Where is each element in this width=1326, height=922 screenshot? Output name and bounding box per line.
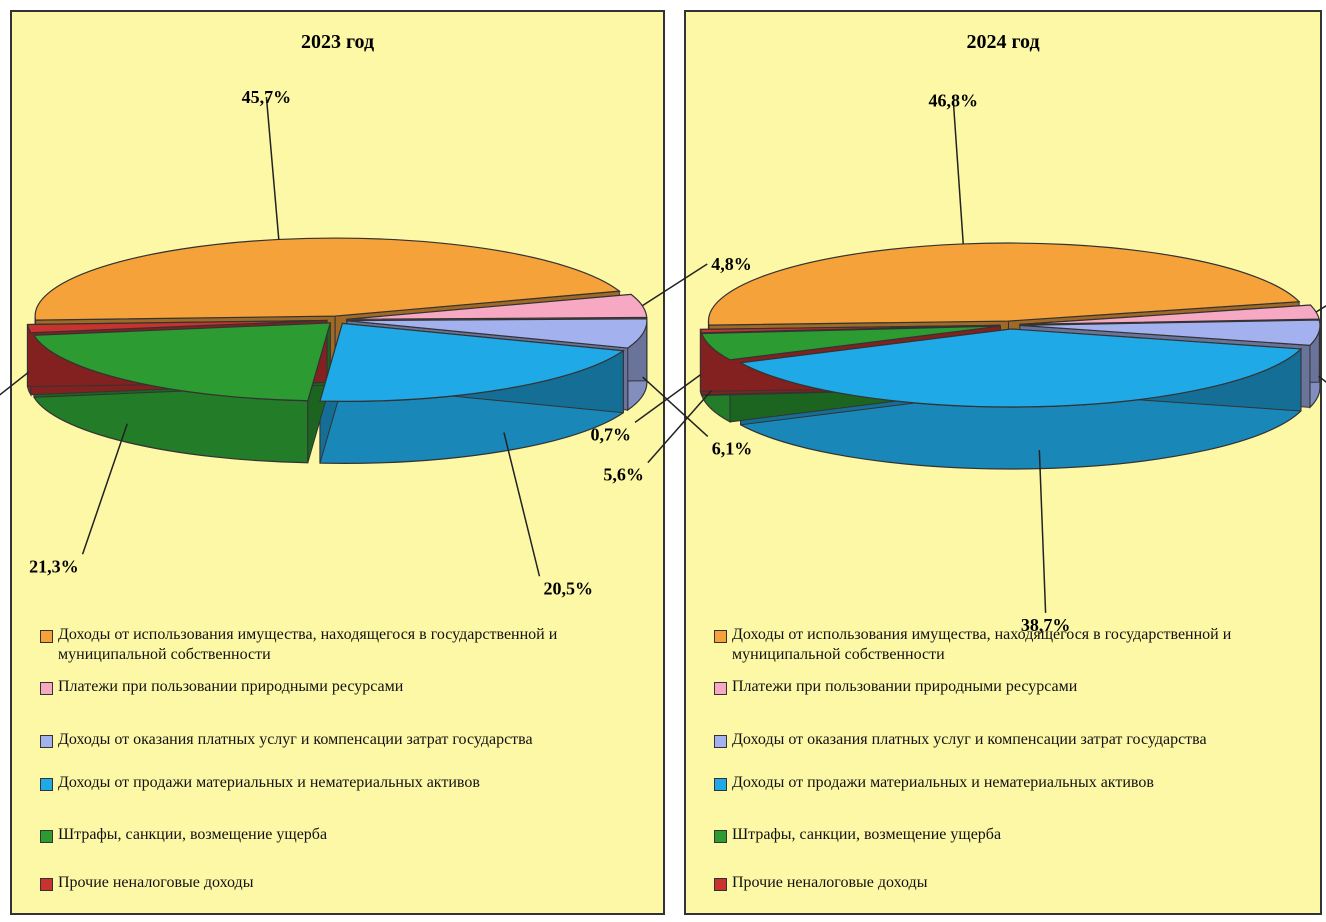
legend-swatch [40,778,53,791]
legend-swatch [714,682,727,695]
data-label: 45,7% [242,87,292,107]
legend-swatch [40,735,53,748]
legend-swatch [714,830,727,843]
data-label: 20,5% [543,578,593,598]
leader-line [0,371,30,396]
slice [700,325,1001,361]
data-label: 46,8% [929,91,979,111]
legend-label: Прочие неналоговые доходы [732,874,928,891]
legend-label: Штрафы, санкции, возмещение ущерба [732,826,1002,843]
legend-swatch [40,830,53,843]
leader-line [952,100,964,244]
legend-label: Доходы от оказания платных услуг и компе… [58,731,533,748]
legend-label: Платежи при пользовании природными ресур… [58,678,404,695]
slice [26,319,328,334]
legend-label: Доходы от продажи материальных и нематер… [58,774,480,791]
legend-item: Доходы от использования имущества, наход… [712,625,1310,665]
legend-item: Прочие неналоговые доходы [712,873,1310,893]
legend-item: Доходы от оказания платных услуг и компе… [38,730,653,750]
leader-line [634,373,702,423]
data-label: 6,1% [712,438,753,458]
legend-label: Доходы от использования имущества, наход… [732,626,1232,663]
legend-swatch [714,778,727,791]
legend-label: Доходы от продажи материальных и нематер… [732,774,1154,791]
slice [699,324,1001,334]
tops [699,242,1321,408]
legend-label: Доходы от использования имущества, наход… [58,626,558,663]
slice [738,328,1303,408]
data-label: 21,3% [29,556,79,576]
legend-label: Доходы от оказания платных услуг и компе… [732,731,1207,748]
leader-line [503,432,541,577]
data-label: 38,7% [1021,615,1071,635]
legend-swatch [40,630,53,643]
slice [32,322,332,402]
chart-title: 2024 год [966,31,1039,53]
data-label: 4,8% [711,254,752,274]
labels: 45,7%4,8%6,1%20,5%21,3%1,7% [0,87,752,598]
legend-item: Доходы от оказания платных услуг и компе… [712,730,1310,750]
leader-line [81,423,128,555]
legend-item: Платежи при пользовании природными ресур… [38,677,653,697]
legend-item: Доходы от продажи материальных и нематер… [38,773,653,793]
legend-item: Платежи при пользовании природными ресур… [712,677,1310,697]
legend-item: Штрафы, санкции, возмещение ущерба [712,825,1310,845]
slice [346,318,648,349]
tops [26,237,648,402]
data-label: 0,7% [591,424,632,444]
legend-label: Прочие неналоговые доходы [58,874,254,891]
legend-swatch [40,682,53,695]
legend-label: Платежи при пользовании природными ресур… [732,678,1078,695]
labels: 46,8%2,9%5,2%38,7%5,6%0,7% [591,91,1326,635]
leader-line [1315,305,1326,313]
slice [1019,319,1321,346]
legend-swatch [714,735,727,748]
legend-swatch [714,630,727,643]
data-label: 5,6% [603,465,644,485]
leader-line [265,96,280,240]
leader-line [647,389,713,464]
chart-title: 2023 год [301,31,374,53]
slice [346,293,648,320]
legend-item: Штрафы, санкции, возмещение ущерба [38,825,653,845]
slice [319,322,625,402]
legend-item: Доходы от использования имущества, наход… [38,625,653,665]
legend-item: Доходы от продажи материальных и нематер… [712,773,1310,793]
leader-line [1038,450,1047,613]
legend-swatch [40,878,53,891]
legend-item: Прочие неналоговые доходы [38,873,653,893]
legend-label: Штрафы, санкции, возмещение ущерба [58,826,328,843]
leader-line [641,263,708,307]
leader-line [642,376,709,437]
legend-swatch [714,878,727,891]
